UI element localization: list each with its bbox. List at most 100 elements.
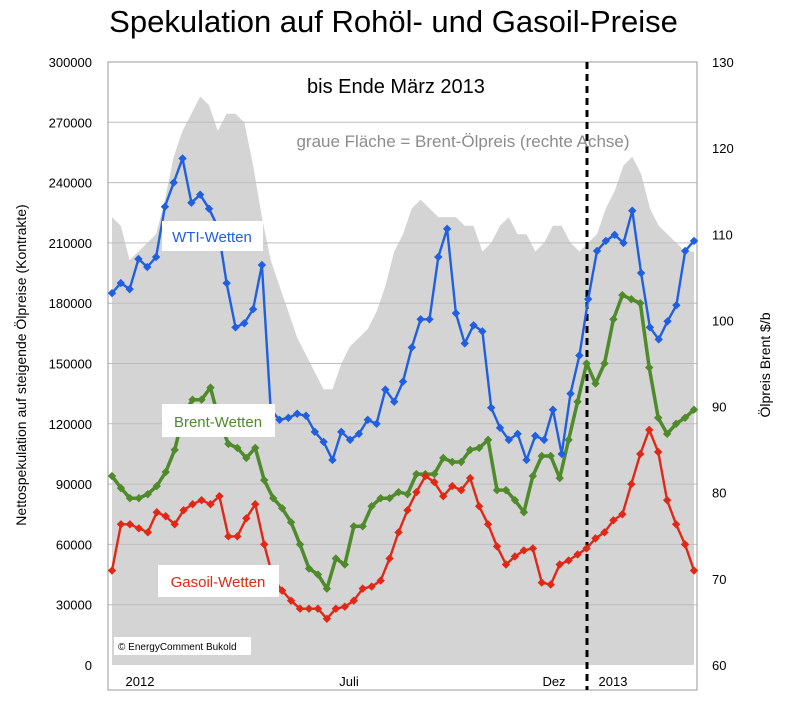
wti-point [522,455,531,465]
wti-point [248,305,258,314]
gasoil-point [358,584,367,593]
wti-point [557,449,566,459]
wti-point [284,413,293,422]
wti-point [160,202,170,211]
brent-bets-point [573,397,582,406]
gasoil-point [260,540,269,549]
wti-point [539,435,549,445]
wti-point [275,415,284,424]
gasoil-point [161,512,170,521]
brent-bets-point [501,485,511,495]
gasoil-point [206,500,215,509]
brent-bets-point [680,413,690,422]
gasoil-point [403,506,412,515]
brent-bets-point [322,584,332,593]
gasoil-point [564,556,573,565]
gasoil-point [591,534,600,543]
brent-bets-point [671,419,681,428]
brent-bets-point [636,299,645,308]
brent-bets-point [277,504,287,513]
wti-point [107,288,117,298]
gasoil-label-text: Gasoil-Wetten [171,574,266,591]
brent-bets-point [510,495,520,505]
brent-bets-point [349,522,358,531]
brent-label: Brent-Wetten [162,404,275,437]
gasoil-point [107,566,117,575]
wti-point [187,198,196,207]
wti-point [469,321,478,330]
brent-bets-point [143,489,153,499]
wti-point [645,323,655,332]
y-tick-right: 80 [712,486,726,501]
wti-point [178,154,187,163]
wti-point [354,429,364,439]
gasoil-point [170,520,179,529]
gasoil-point [412,487,421,497]
y-tick-right: 110 [712,227,733,242]
wti-point [116,278,126,288]
wti-point [451,309,461,318]
gasoil-point [636,449,645,459]
gasoil-point [215,491,224,501]
brent-bets-point [439,453,448,463]
x-tick: Dez [542,674,565,689]
brent-bets-point [591,379,600,388]
wti-point [495,423,505,433]
gasoil-point [609,516,618,525]
y-tick-right: 90 [712,400,726,415]
gasoil-point [439,491,448,501]
brent-bets-point [358,522,367,531]
gasoil-point [671,520,681,529]
area-note: graue Fläche = Brent-Ölpreis (rechte Ach… [296,132,629,151]
wti-point [636,268,646,278]
wti-point [531,431,540,441]
wti-point [434,252,443,262]
brent-bets-point [403,489,412,499]
gasoil-point [680,540,690,549]
brent-bets-point [546,451,555,461]
brent-bets-point [304,564,314,573]
brent-bets-point [448,457,457,467]
brent-bets-point [152,481,161,491]
brent-bets-point [474,443,484,453]
wti-label-text: WTI-Wetten [172,229,252,246]
wti-point [345,435,355,445]
brent-bets-point [645,363,654,372]
gasoil-point [645,425,654,435]
y-tick-left: 270000 [49,115,92,130]
gasoil-point [430,477,439,487]
gasoil-point [492,542,502,551]
brent-bets-point [251,443,260,453]
wti-point [204,204,214,213]
brent-bets-point [618,290,627,300]
gasoil-point [340,602,349,611]
x-tick: 2013 [599,674,628,689]
y-tick-right: 120 [712,141,734,156]
brent-bets-point [206,383,215,392]
wti-point [460,339,469,348]
gasoil-point [600,528,609,537]
wti-point [566,389,575,398]
gasoil-point [546,580,555,589]
gasoil-point [331,604,341,613]
chart-title: Spekulation auf Rohöl- und Gasoil-Preise [109,4,678,39]
gasoil-point [286,596,296,605]
brent-bets-point [116,483,126,493]
wti-point [398,377,408,386]
brent-bets-point [555,473,564,483]
wti-point [222,278,231,288]
wti-point [310,427,320,437]
gasoil-point [188,500,197,509]
wti-point [231,323,240,332]
brent-bets-point [268,493,278,503]
x-tick: 2012 [126,674,155,689]
gasoil-point [501,560,511,569]
wti-point [689,236,699,246]
plot-frame [107,61,698,691]
brent-bets-point [170,445,179,455]
y-axis-label-left: Nettospekulation auf steigende Ölpreise … [12,204,29,525]
brent-bets-point [430,469,439,479]
wti-point [548,405,558,414]
brent-bets-point [537,451,546,461]
brent-bets-point [483,435,493,445]
